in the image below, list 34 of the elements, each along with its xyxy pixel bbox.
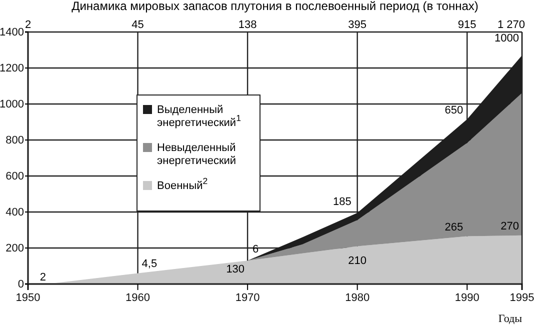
x-tick-label: 1950 (16, 292, 40, 304)
text: 1 270 (497, 19, 525, 31)
annotation: 130 (226, 264, 245, 276)
chart-title: Динамика мировых запасов плутония в послевоенный период (в тоннах) (72, 0, 478, 13)
x-tick-label: 1980 (345, 292, 370, 304)
x-tick-label: 1960 (126, 292, 150, 304)
text: 45 (132, 19, 144, 31)
annotation: 270 (500, 220, 519, 232)
annotation: 210 (348, 255, 367, 268)
text: 138 (238, 19, 257, 31)
y-tick-label: 1000 (0, 98, 24, 111)
y-tick-label: 400 (6, 206, 24, 219)
text: 915 (458, 19, 476, 31)
legend-label: Военный$^{2}$ (157, 176, 208, 192)
x-tick-label: 1995 (510, 292, 534, 304)
y-tick-label: 0 (18, 278, 24, 291)
legend-label: Невыделенный энергетический (157, 142, 236, 167)
x-axis-title: Годы (498, 313, 523, 325)
text: 2 (24, 19, 32, 31)
y-tick-label: 1200 (0, 62, 24, 75)
annotation: 185 (332, 196, 352, 208)
y-tick-label: 1400 (0, 26, 24, 39)
annotation: 1000 (494, 32, 519, 44)
y-tick-label: 600 (6, 170, 24, 183)
x-tick-label: 1970 (235, 292, 260, 304)
annotation: 4,5 (142, 258, 158, 270)
text: 395 (348, 19, 367, 31)
y-tick-label: 800 (6, 134, 24, 147)
annotation: 650 (444, 104, 464, 116)
annotation: 265 (444, 221, 464, 234)
x-tick-label: 1990 (454, 292, 480, 304)
y-tick-label: 200 (6, 242, 24, 255)
annotation: 2 (40, 272, 46, 284)
legend-label: Выделенный энергетический$^{1}$ (157, 104, 242, 129)
